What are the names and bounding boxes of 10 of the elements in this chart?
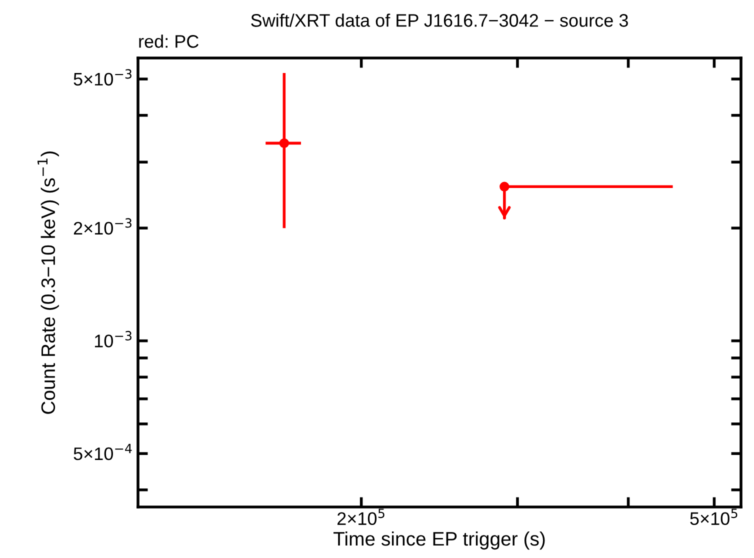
x-tick-label: 5×10$^{5}$: [690, 508, 738, 525]
y-tick-label: 5×10$^{−4}$: [74, 444, 132, 460]
chart-title: Swift/XRT data of EP J1616.7−3042 − source 3: [251, 14, 628, 27]
y-tick-label: 2×10$^{−3}$: [74, 218, 132, 235]
x-tick-label: 2×10$^{5}$: [337, 508, 384, 525]
text: red: PC: [139, 34, 199, 48]
y-tick-label: 5×10$^{−3}$: [74, 69, 132, 86]
x-axis-title: Time since EP trigger (s): [334, 531, 545, 550]
y-tick-label: 10$^{−3}$: [94, 330, 132, 348]
y-axis-title: Count Rate (0.3−10 keV) (s$^{−1}$): [38, 152, 59, 414]
